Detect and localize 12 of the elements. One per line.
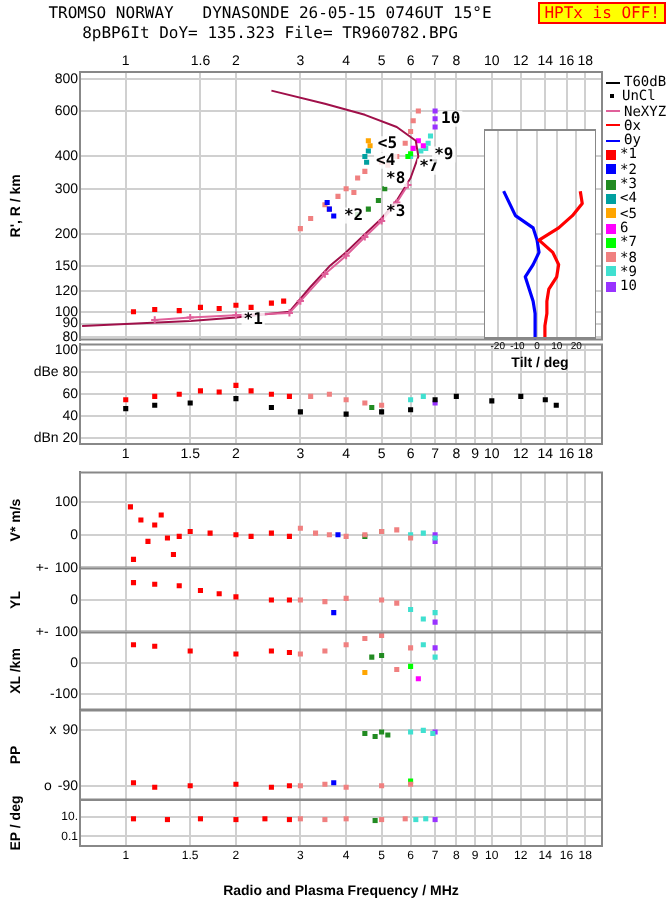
annotation: *8	[386, 169, 406, 188]
annotation: <4	[376, 150, 396, 169]
annotation: <5	[377, 134, 398, 153]
annotation: *2	[343, 205, 364, 224]
chart-subtitle: 8pBP6It DoY= 135.323 File= TR960782.BPG	[82, 24, 458, 42]
annotation: 10	[441, 108, 461, 127]
annotation: *9	[434, 144, 454, 163]
chart-title: TROMSO NORWAY DYNASONDE 26-05-15 0746UT 15°E	[48, 4, 492, 22]
annotation: *3	[386, 201, 406, 220]
annotation: *1	[243, 310, 264, 329]
annotation: *7	[419, 156, 439, 175]
text: HPTx is OFF!	[538, 2, 666, 24]
